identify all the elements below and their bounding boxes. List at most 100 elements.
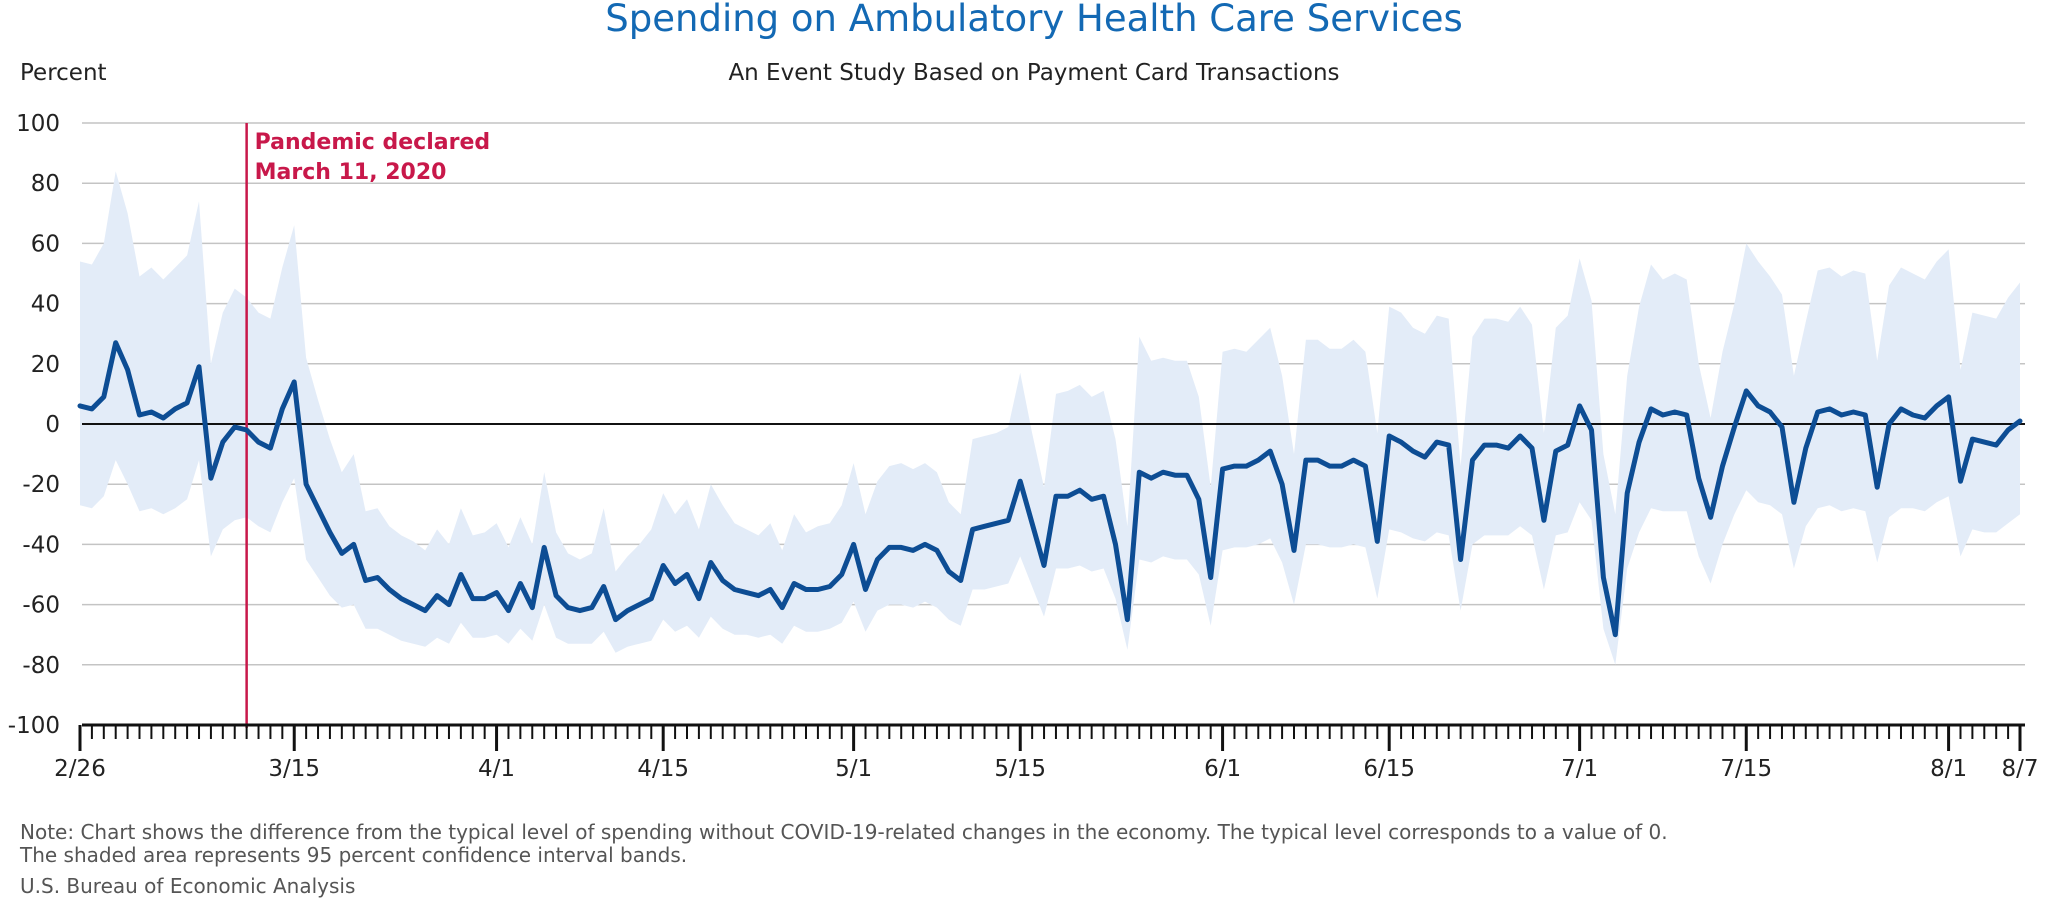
chart-subtitle: An Event Study Based on Payment Card Tra… (728, 60, 1339, 86)
data-point (1208, 575, 1213, 580)
data-point (256, 440, 261, 445)
data-point (435, 593, 440, 598)
data-point (280, 406, 285, 411)
data-point (1411, 449, 1416, 454)
data-point (482, 596, 487, 601)
data-point (1244, 464, 1249, 469)
data-point (78, 403, 83, 408)
data-point (113, 340, 118, 345)
y-tick-label: 60 (31, 231, 60, 257)
data-point (244, 428, 249, 433)
x-tick-label: 2/26 (54, 756, 106, 782)
data-point (732, 587, 737, 592)
data-point (197, 364, 202, 369)
data-point (1387, 434, 1392, 439)
data-point (982, 524, 987, 529)
data-point (494, 590, 499, 595)
data-point (1553, 449, 1558, 454)
data-point (1315, 458, 1320, 463)
data-point (1161, 470, 1166, 475)
data-point (530, 605, 535, 610)
data-point (2006, 428, 2011, 433)
annotation-label: Pandemic declared (255, 130, 491, 155)
data-point (173, 406, 178, 411)
data-point (518, 581, 523, 586)
x-tick-label: 4/15 (637, 756, 689, 782)
data-point (185, 400, 190, 405)
confidence-band (80, 171, 2020, 665)
data-point (685, 572, 690, 577)
x-tick-label: 3/15 (268, 756, 320, 782)
x-tick-label: 6/15 (1363, 756, 1415, 782)
data-point (1446, 443, 1451, 448)
data-point (1613, 632, 1618, 637)
y-tick-label: 80 (31, 171, 60, 197)
data-point (125, 367, 130, 372)
data-point (887, 545, 892, 550)
data-point (1482, 443, 1487, 448)
data-point (1327, 464, 1332, 469)
data-point (899, 545, 904, 550)
data-point (1732, 425, 1737, 430)
data-point (613, 617, 618, 622)
data-point (220, 440, 225, 445)
data-point (399, 596, 404, 601)
data-point (566, 605, 571, 610)
y-tick-label: 100 (16, 111, 60, 137)
data-point (780, 605, 785, 610)
y-tick-label: -20 (22, 472, 60, 498)
data-point (363, 578, 368, 583)
data-point (1982, 440, 1987, 445)
data-point (137, 413, 142, 418)
data-point (542, 545, 547, 550)
data-point (1565, 443, 1570, 448)
data-point (768, 587, 773, 592)
x-tick-label: 7/15 (1720, 756, 1772, 782)
data-point (1768, 410, 1773, 415)
data-point (601, 584, 606, 589)
data-point (649, 596, 654, 601)
data-point (423, 608, 428, 613)
data-point (1280, 482, 1285, 487)
data-point (577, 608, 582, 613)
y-tick-label: 20 (31, 352, 60, 378)
x-ticks: 2/26 3/15 4/1 4/15 5/1 5/15 6/1 6/15 7/1 7/15 8/1 8… (54, 725, 2039, 782)
data-point (2018, 419, 2023, 424)
data-point (1803, 446, 1808, 451)
data-point (304, 482, 309, 487)
data-point (1791, 500, 1796, 505)
data-point (1292, 548, 1297, 553)
x-tick-label: 6/1 (1204, 756, 1241, 782)
series-line (77, 340, 2023, 638)
data-point (827, 584, 832, 589)
y-tick-labels: 100 80 60 40 20 0 -20 -40 -60 -80 -100 (8, 111, 60, 739)
data-point (1518, 434, 1523, 439)
data-point (375, 575, 380, 580)
data-point (1006, 518, 1011, 523)
data-point (1506, 446, 1511, 451)
data-point (696, 596, 701, 601)
data-point (149, 410, 154, 415)
data-point (268, 446, 273, 451)
data-point (1708, 515, 1713, 520)
data-point (1494, 443, 1499, 448)
y-axis-label: Percent (20, 60, 107, 86)
data-point (351, 542, 356, 547)
data-point (1422, 455, 1427, 460)
data-point (1220, 467, 1225, 472)
data-point (1756, 403, 1761, 408)
data-point (1672, 410, 1677, 415)
data-point (994, 521, 999, 526)
data-point (1113, 542, 1118, 547)
x-tick-label: 8/1 (1930, 756, 1967, 782)
data-point (958, 578, 963, 583)
data-point (923, 542, 928, 547)
data-point (1434, 440, 1439, 445)
data-point (1089, 497, 1094, 502)
data-point (1303, 458, 1308, 463)
data-point (1137, 470, 1142, 475)
chart-title: Spending on Ambulatory Health Care Servi… (605, 0, 1462, 40)
y-tick-label: -40 (22, 532, 60, 558)
data-point (804, 587, 809, 592)
data-point (1637, 440, 1642, 445)
